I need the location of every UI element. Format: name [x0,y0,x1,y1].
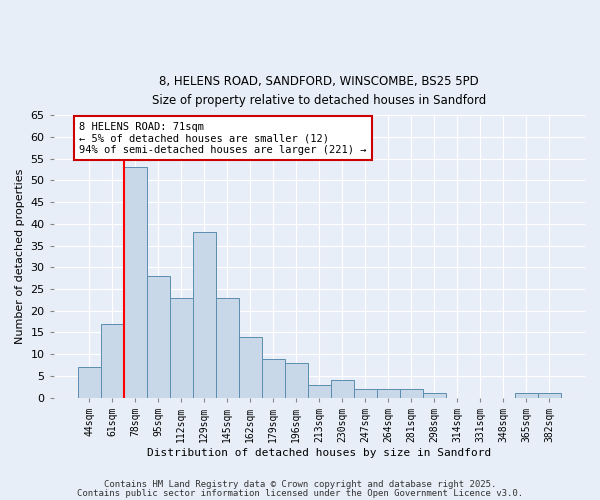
Bar [216,298,239,398]
Bar [262,358,285,398]
Bar [515,394,538,398]
Bar [170,298,193,398]
Text: 8 HELENS ROAD: 71sqm
← 5% of detached houses are smaller (12)
94% of semi-detach: 8 HELENS ROAD: 71sqm ← 5% of detached ho… [79,122,367,155]
Bar [147,276,170,398]
Bar [308,384,331,398]
Bar [423,394,446,398]
Bar [538,394,561,398]
Bar [78,367,101,398]
Bar [285,363,308,398]
Bar [193,232,216,398]
Bar [354,389,377,398]
Title: 8, HELENS ROAD, SANDFORD, WINSCOMBE, BS25 5PD
Size of property relative to detac: 8, HELENS ROAD, SANDFORD, WINSCOMBE, BS2… [152,75,487,107]
Bar [101,324,124,398]
Text: Contains HM Land Registry data © Crown copyright and database right 2025.: Contains HM Land Registry data © Crown c… [104,480,496,489]
Text: Contains public sector information licensed under the Open Government Licence v3: Contains public sector information licen… [77,490,523,498]
X-axis label: Distribution of detached houses by size in Sandford: Distribution of detached houses by size … [147,448,491,458]
Bar [400,389,423,398]
Bar [124,168,147,398]
Bar [377,389,400,398]
Y-axis label: Number of detached properties: Number of detached properties [15,168,25,344]
Bar [331,380,354,398]
Bar [239,337,262,398]
